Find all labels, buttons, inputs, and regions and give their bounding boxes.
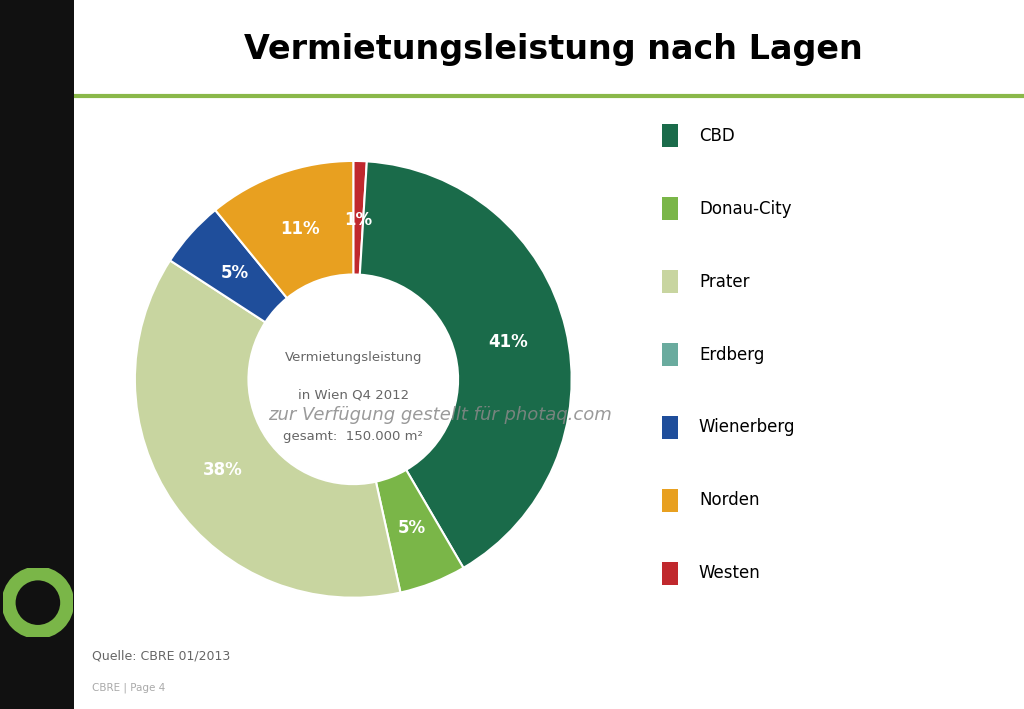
Text: 1%: 1% (344, 211, 373, 229)
Bar (663, 416, 678, 439)
Text: 5%: 5% (220, 264, 249, 282)
Text: 5%: 5% (397, 519, 426, 537)
Text: zur Verfügung gestellt für photaq.com: zur Verfügung gestellt für photaq.com (268, 406, 612, 424)
Bar (663, 270, 678, 293)
Bar (663, 124, 678, 147)
Text: Norden: Norden (698, 491, 760, 509)
Wedge shape (376, 470, 464, 593)
Text: Prater: Prater (698, 272, 750, 291)
Text: CBD: CBD (698, 127, 734, 145)
Wedge shape (359, 162, 571, 568)
Text: in Wien Q4 2012: in Wien Q4 2012 (298, 388, 409, 401)
Text: Vermietungsleistung: Vermietungsleistung (285, 351, 422, 364)
Text: Donau-City: Donau-City (698, 200, 792, 218)
Text: gesamt:  150.000 m²: gesamt: 150.000 m² (284, 430, 423, 442)
Wedge shape (215, 161, 353, 298)
Text: Quelle: CBRE 01/2013: Quelle: CBRE 01/2013 (92, 649, 230, 662)
Text: 11%: 11% (280, 220, 319, 238)
Text: Vermietungsleistung nach Lagen: Vermietungsleistung nach Lagen (244, 33, 862, 66)
Text: 41%: 41% (488, 333, 528, 352)
Text: Erdberg: Erdberg (698, 345, 764, 364)
Bar (663, 197, 678, 220)
Wedge shape (353, 161, 367, 274)
Bar (663, 562, 678, 585)
Wedge shape (170, 210, 287, 323)
Text: Westen: Westen (698, 564, 761, 582)
Wedge shape (135, 260, 400, 598)
Bar (663, 489, 678, 512)
Bar (663, 343, 678, 366)
Text: 38%: 38% (203, 461, 243, 479)
Text: CBRE | Page 4: CBRE | Page 4 (92, 683, 166, 693)
Text: Wienerberg: Wienerberg (698, 418, 796, 437)
